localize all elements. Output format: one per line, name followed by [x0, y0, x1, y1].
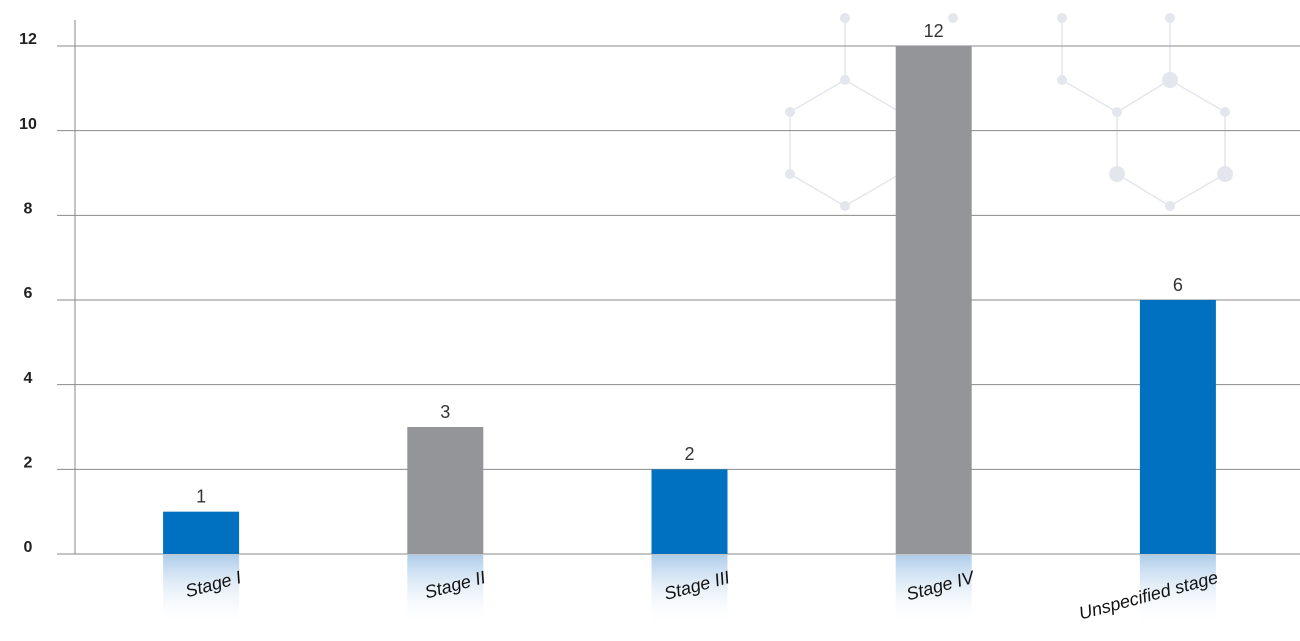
y-tick-label: 12	[19, 31, 37, 48]
label-reflection	[651, 555, 728, 627]
label-reflection	[895, 555, 972, 627]
bar	[407, 427, 484, 554]
y-tick-label: 10	[19, 116, 37, 133]
y-tick-label: 8	[24, 201, 33, 218]
label-reflection	[407, 555, 484, 627]
value-label: 1	[196, 486, 206, 506]
value-label: 2	[684, 444, 694, 464]
value-label: 12	[924, 21, 944, 41]
value-label: 6	[1173, 275, 1183, 295]
label-reflection	[1139, 555, 1216, 627]
y-tick-label: 0	[24, 539, 33, 556]
y-tick-label: 2	[24, 455, 33, 472]
bar	[651, 469, 728, 554]
bar	[1139, 300, 1216, 554]
y-tick-label: 6	[24, 285, 33, 302]
y-tick-label: 4	[24, 370, 33, 387]
background-decoration	[785, 13, 1233, 211]
bar	[895, 46, 972, 554]
bar	[163, 511, 240, 554]
value-label: 3	[440, 402, 450, 422]
label-reflection	[163, 555, 240, 627]
